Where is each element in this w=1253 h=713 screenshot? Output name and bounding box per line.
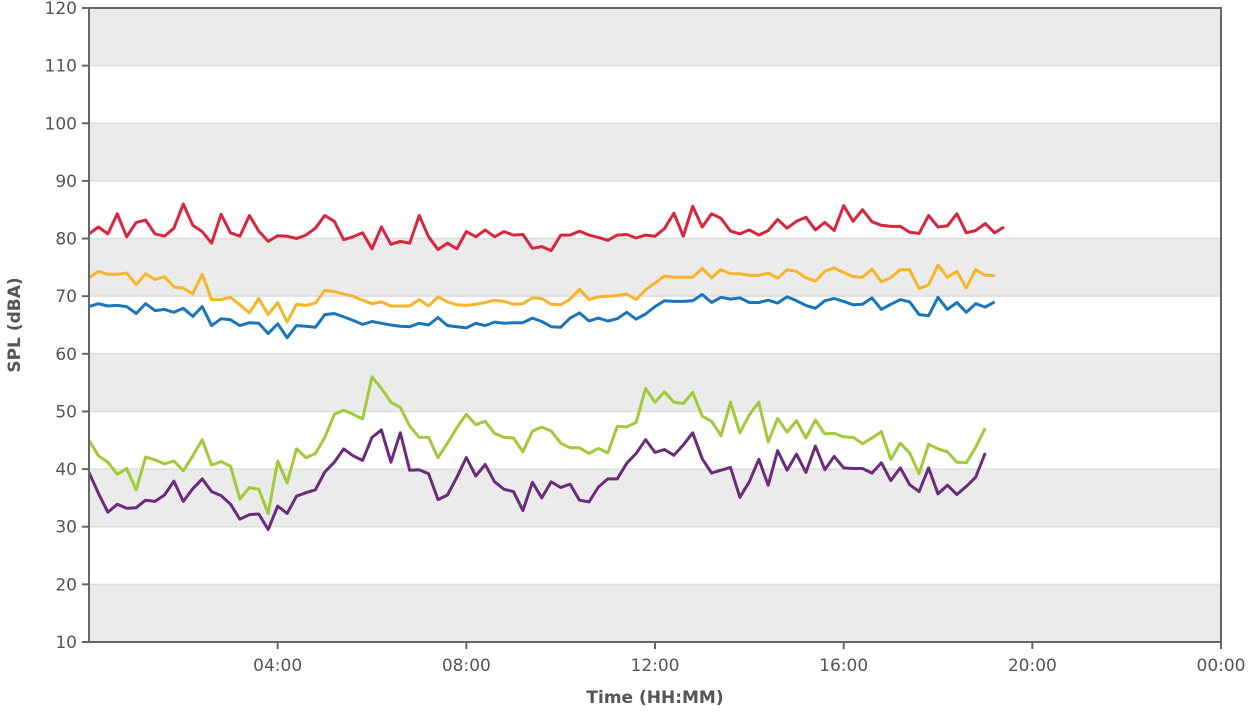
x-tick-label: 04:00: [253, 656, 302, 676]
series-lines: [87, 202, 1005, 532]
grid-band: [89, 469, 1221, 527]
series-line-4: [87, 375, 987, 515]
x-tick-label: 12:00: [631, 656, 680, 676]
series-line-3: [88, 293, 996, 340]
y-tick-label: 90: [55, 172, 77, 192]
grid-band: [89, 584, 1221, 642]
y-axis-title: SPL (dBA): [5, 277, 25, 372]
x-axis-ticks: 04:00 08:00 12:00 16:00 20:00 00:00: [253, 642, 1246, 676]
grid-band: [89, 8, 1221, 66]
grid-band: [89, 526, 1221, 585]
y-axis-ticks: 10 20 30 40 50 60 70 80 90 100 110 120: [45, 0, 89, 653]
x-tick-label: 16:00: [819, 656, 868, 676]
y-tick-label: 50: [55, 402, 77, 422]
y-tick-label: 110: [45, 57, 77, 77]
x-tick-label: 08:00: [442, 656, 491, 676]
grid-band: [89, 411, 1221, 470]
y-tick-label: 30: [55, 518, 77, 538]
x-tick-label: 00:00: [1197, 656, 1246, 676]
grid-band: [89, 65, 1221, 124]
y-tick-label: 20: [55, 575, 77, 595]
y-tick-label: 80: [55, 230, 77, 250]
y-tick-label: 40: [55, 460, 77, 480]
x-tick-label: 20:00: [1008, 656, 1057, 676]
grid-band: [89, 238, 1221, 297]
y-tick-label: 120: [45, 0, 77, 19]
series-line-5: [87, 428, 987, 532]
series-line-2: [88, 263, 995, 324]
y-tick-label: 60: [55, 345, 77, 365]
grid-band: [89, 123, 1221, 181]
y-tick-label: 100: [45, 114, 77, 134]
x-axis-title: Time (HH:MM): [586, 688, 723, 708]
series-line-1: [88, 202, 1005, 253]
y-tick-label: 70: [55, 287, 77, 307]
y-tick-label: 10: [55, 633, 77, 653]
grid-band: [89, 180, 1221, 239]
